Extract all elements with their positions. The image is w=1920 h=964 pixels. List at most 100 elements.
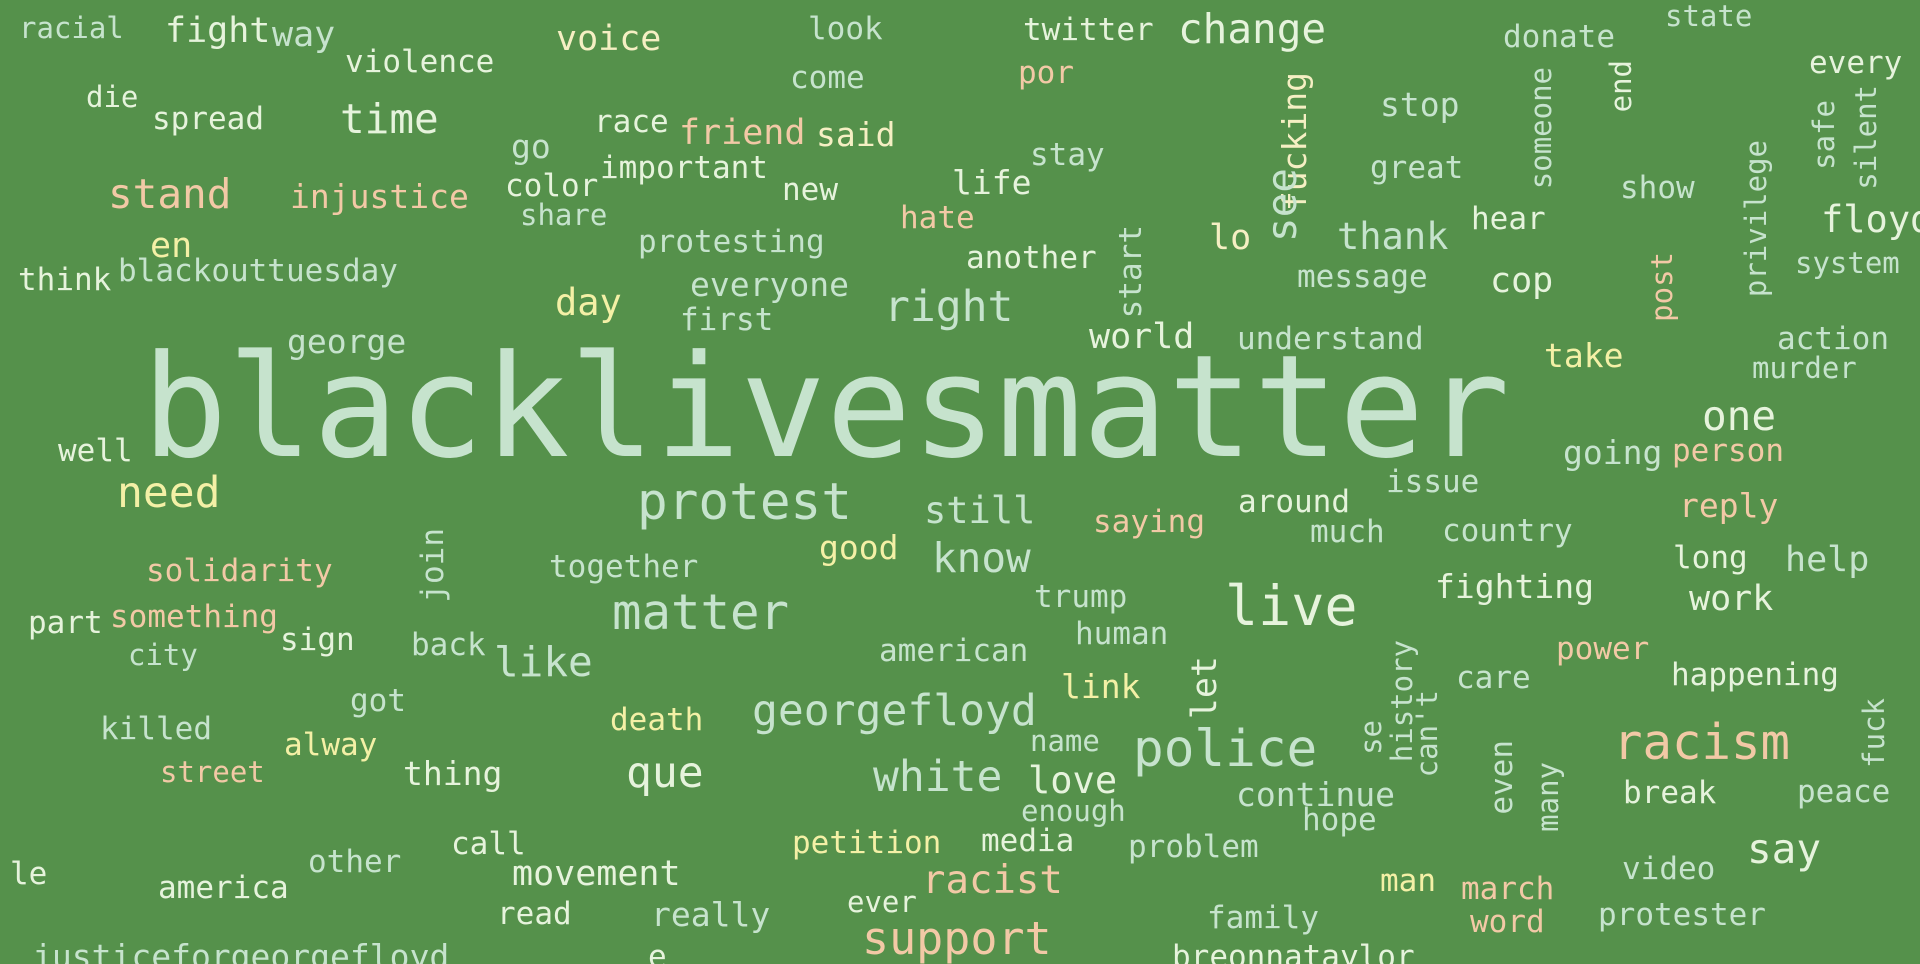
word-power: power (1556, 631, 1650, 667)
word-lo: lo (1209, 218, 1252, 258)
word-look: look (808, 11, 883, 47)
word-fucking: stop (1380, 85, 1460, 124)
word-street: street (160, 755, 265, 789)
word-work: work (1689, 579, 1774, 619)
word-alway: alway (284, 727, 378, 763)
word-take: take (1544, 336, 1624, 375)
word-issue: issue (1386, 464, 1480, 500)
word-understand: understand (1237, 321, 1424, 357)
word-safe: safe (1807, 100, 1841, 170)
word-race: race (594, 104, 669, 140)
word-protest: protest (637, 473, 852, 532)
word-donate: donate (1503, 19, 1615, 55)
word-le: le (10, 856, 48, 892)
word-hear: hear (1471, 201, 1546, 237)
word-media: media (981, 823, 1075, 859)
word-america: america (158, 870, 289, 906)
word-say: say (1747, 825, 1822, 873)
word-action: action (1777, 321, 1889, 357)
word-march: march (1461, 871, 1555, 907)
word-let: let (1185, 656, 1225, 720)
word-great: great (1370, 150, 1464, 186)
word-human: human (1075, 616, 1169, 652)
word-love: love (1028, 759, 1118, 802)
word-city: city (128, 638, 198, 672)
word-one: one (1702, 392, 1777, 440)
word-link: link (1061, 667, 1141, 706)
word-murder: murder (1752, 351, 1857, 385)
word-word: word (1470, 904, 1545, 940)
word-georgefloyd: georgefloyd (752, 686, 1037, 736)
word-sign: sign (280, 622, 355, 658)
word-injustice: injustice (290, 177, 469, 216)
word-video: video (1622, 851, 1716, 887)
word-back: back (411, 627, 486, 663)
word-e: e (648, 939, 667, 964)
word-many: many (1531, 762, 1565, 832)
word-fight: fight (165, 11, 271, 51)
word-ever: ever (847, 885, 917, 919)
word-state: state (1665, 0, 1753, 33)
word-country: country (1442, 513, 1573, 549)
word-show: show (1620, 170, 1695, 206)
word-support: support (862, 912, 1052, 964)
word-fuck: fuck (1857, 698, 1891, 768)
word-matter: matter (612, 584, 790, 641)
word-together: together (549, 549, 699, 585)
word-time: time (340, 95, 439, 143)
word-racial: racial (19, 11, 124, 45)
word-everyone: everyone (690, 265, 849, 304)
word-protester: protester (1598, 897, 1766, 933)
word-saying: saying (1093, 504, 1205, 540)
word-well: well (58, 433, 133, 469)
word-first: first (680, 302, 774, 338)
word-end: end (1604, 60, 1638, 113)
word-post: post (1645, 252, 1679, 322)
word-read: read (497, 896, 572, 932)
word-said: said (816, 115, 896, 154)
word-still: still (924, 489, 1036, 532)
word-need: need (117, 468, 221, 518)
word-call: call (451, 826, 526, 862)
word-day: day (555, 281, 622, 324)
word-se: se (1354, 720, 1388, 755)
word-see: see (1258, 168, 1306, 243)
word-friend: friend (679, 113, 806, 153)
word-person: person (1672, 433, 1784, 469)
word-even: even (1484, 740, 1520, 815)
word-trump: trump (1034, 579, 1128, 615)
word-going: going (1563, 433, 1663, 472)
word-hope: hope (1302, 802, 1377, 838)
word-continue: continue (1236, 775, 1395, 814)
word-petition: petition (792, 825, 942, 861)
word-twitter: twitter (1023, 12, 1154, 48)
word-know: know (932, 534, 1031, 582)
word-something: something (110, 599, 278, 635)
word-problem: problem (1128, 829, 1259, 865)
word-george: george (287, 322, 407, 361)
word-good: good (819, 528, 899, 567)
word-enough: enough (1021, 794, 1126, 828)
word-another: another (966, 240, 1097, 276)
word-blackouttuesday: blackouttuesday (118, 253, 398, 289)
word-cant: can't (1410, 690, 1444, 778)
word-name: name (1030, 724, 1100, 758)
word-silent: silent (1849, 85, 1883, 190)
word-join: join (415, 528, 451, 603)
word-reply: reply (1679, 486, 1779, 525)
word-en: en (150, 226, 193, 266)
word-violence: violence (345, 44, 495, 80)
word-stand: stand (108, 170, 232, 218)
word-man: man (1380, 863, 1436, 899)
word-really: really (651, 895, 771, 934)
word-around: around (1238, 484, 1350, 520)
word-someone: someone (1524, 67, 1558, 190)
word-much: much (1310, 514, 1385, 550)
word-american: american (879, 633, 1029, 669)
word-help: help (1785, 540, 1870, 580)
word-like: like (494, 638, 593, 686)
word-blacklivesmatter: blacklivesmatter (142, 325, 1510, 490)
word-die: die (86, 80, 139, 114)
word-right: right (884, 282, 1014, 332)
